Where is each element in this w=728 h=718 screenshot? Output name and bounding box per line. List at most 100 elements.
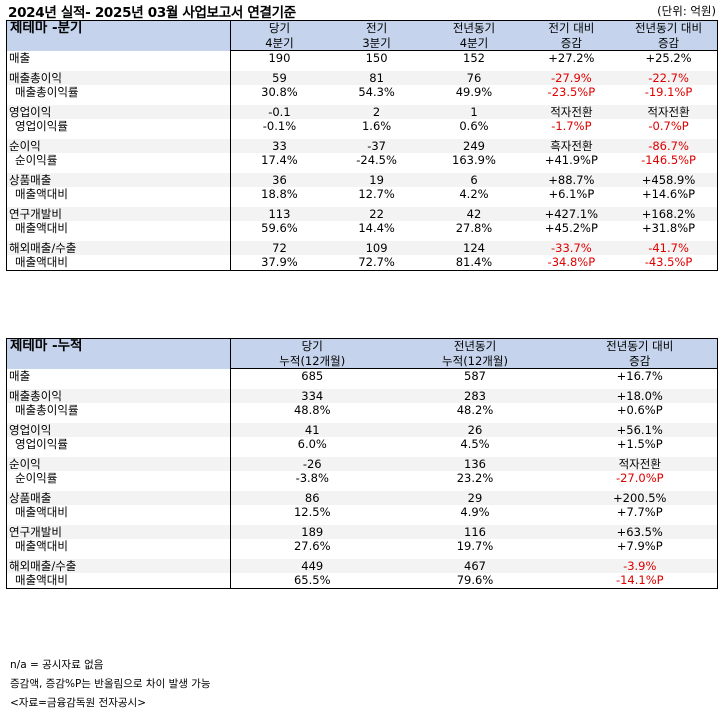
metric-group: 해외매출/수출 72 109 124 -33.7% -41.7% 매출액대비 37.9% 72.… — [6, 235, 719, 271]
row-spacer — [6, 485, 231, 491]
value-cell: +41.9%P — [544, 153, 598, 167]
header-spacer — [556, 338, 563, 354]
cumulative-table: 제테마 -누적 당기 전년동기 전년동기 대비 누적(12개월) 누적(12개월… — [6, 338, 718, 589]
value-cell: -14.1%P — [562, 573, 718, 589]
value-cell: 124 — [425, 240, 523, 255]
quarterly-table: 제테마 -분기 당기 전기 전년동기 전기 대비 전년동기 대비 4분기 3분기… — [6, 20, 719, 271]
row-spacer — [620, 99, 719, 105]
row-label: 연구개발비 — [6, 206, 231, 221]
header-cell: 누적(12개월) — [393, 353, 557, 369]
row-spacer — [425, 201, 523, 207]
row-spacer — [425, 235, 523, 241]
row-spacer — [230, 451, 394, 457]
value-cell: 4.5% — [460, 437, 490, 451]
row-label: 매출액대비 — [6, 221, 231, 236]
row-label: 영업이익률 — [6, 119, 231, 134]
metric-group: 해외매출/수출 449 467 -3.9% 매출액대비 65.5% 79.6% -14.1%P — [6, 553, 718, 589]
value-cell: 190 — [230, 50, 328, 66]
value-cell: 249 — [425, 138, 523, 153]
value-cell: 19 — [327, 172, 426, 187]
value-cell: 1.6% — [361, 119, 392, 133]
row-spacer — [230, 167, 328, 173]
value-cell: 12.7% — [358, 187, 395, 201]
value-cell: +63.5% — [562, 524, 718, 539]
ratio-row: 순이익률 -3.8% 23.2% -27.0%P — [6, 471, 718, 486]
row-spacer — [327, 201, 426, 207]
row-label: 매출 — [6, 50, 231, 66]
value-cell: +27.2% — [522, 50, 621, 66]
footnote: <자료=금융감독원 전자공시> — [10, 697, 146, 709]
row-spacer — [230, 201, 328, 207]
value-cell: 685 — [230, 368, 394, 384]
row-label: 매출액대비 — [6, 539, 231, 554]
value-cell: -34.8%P — [522, 255, 621, 271]
value-cell: 150 — [327, 50, 426, 66]
row-spacer — [522, 167, 621, 173]
row-spacer — [556, 485, 563, 491]
row-spacer — [6, 519, 231, 525]
ratio-row: 매출액대비 65.5% 79.6% -14.1%P — [6, 573, 718, 589]
value-cell: -24.5% — [356, 153, 397, 167]
value-cell: -146.5%P — [620, 153, 719, 168]
row-spacer — [393, 417, 557, 423]
metric-group: 영업이익 -0.1 2 1 적자전환 적자전환 영업이익률 -0.1% 1.6% 0.6% -1.7… — [6, 99, 719, 134]
metric-row: 순이익 -26 136 적자전환 — [6, 456, 718, 471]
ratio-row: 매출액대비 59.6% 14.4% 27.8% +45.2%P +31.8%P — [6, 221, 719, 236]
metric-row: 연구개발비 113 22 42 +427.1% +168.2% — [6, 206, 719, 221]
value-cell: -22.7% — [620, 70, 719, 85]
empty-cell — [556, 558, 563, 573]
empty-cell — [556, 490, 563, 505]
row-spacer — [230, 65, 328, 71]
row-spacer — [230, 417, 394, 423]
unit-label: (단위: 억원) — [657, 4, 716, 18]
footnote: 증감액, 증감%P는 반올림으로 차이 발생 가능 — [10, 678, 211, 690]
value-cell: +0.6%P — [562, 403, 718, 418]
metric-group: 매출총이익 334 283 +18.0% 매출총이익률 48.8% 48.2% +0.6%P — [6, 383, 718, 418]
value-cell: 65.5% — [230, 573, 394, 589]
value-cell: 72 — [230, 240, 328, 255]
ratio-row: 순이익률 17.4% -24.5% 163.9% +41.9%P -146.5%P — [6, 153, 719, 168]
row-spacer — [522, 99, 621, 105]
row-spacer — [620, 133, 719, 139]
value-cell: -3.8% — [295, 471, 329, 485]
row-spacer — [522, 133, 621, 139]
row-spacer — [6, 383, 231, 389]
metric-row: 매출 685 587 +16.7% — [6, 368, 718, 384]
header-cell: 누적(12개월) — [230, 353, 394, 369]
row-spacer — [393, 519, 557, 525]
row-spacer — [562, 553, 718, 559]
value-cell: 26 — [393, 422, 557, 437]
value-cell: 72.7% — [327, 255, 426, 271]
quarterly-section-title: 제테마 -분기 — [6, 20, 231, 51]
ratio-row: 매출총이익률 48.8% 48.2% +0.6%P — [6, 403, 718, 418]
footnotes: n/a = 공시자료 없음 증감액, 증감%P는 반올림으로 차이 발생 가능 … — [10, 656, 211, 713]
row-label: 순이익 — [6, 138, 231, 153]
header-cell: 4분기 — [230, 35, 328, 51]
value-cell: 41 — [230, 422, 394, 437]
value-cell: 152 — [425, 50, 523, 66]
cumulative-header: 제테마 -누적 당기 전년동기 전년동기 대비 누적(12개월) 누적(12개월… — [6, 338, 718, 369]
value-cell: -0.7%P — [620, 119, 719, 134]
value-cell: 1 — [425, 104, 523, 119]
value-cell: +427.1% — [522, 206, 621, 221]
value-cell: 6 — [425, 172, 523, 187]
header-cell: 증감 — [620, 35, 719, 51]
value-cell: -26 — [230, 456, 394, 471]
row-spacer — [620, 65, 719, 71]
value-cell: -37 — [327, 138, 426, 153]
ratio-row: 매출액대비 12.5% 4.9% +7.7%P — [6, 505, 718, 520]
row-spacer — [620, 167, 719, 173]
empty-cell — [556, 422, 563, 437]
metric-group: 연구개발비 113 22 42 +427.1% +168.2% 매출액대비 59.6% 14.4… — [6, 201, 719, 236]
value-cell: 59.6% — [261, 221, 298, 235]
row-spacer — [620, 235, 719, 241]
ratio-row: 매출액대비 37.9% 72.7% 81.4% -34.8%P -43.5%P — [6, 255, 719, 271]
empty-cell — [556, 524, 563, 539]
metric-group: 매출 685 587 +16.7% — [6, 368, 718, 384]
metric-group: 매출 190 150 152 +27.2% +25.2% — [6, 50, 719, 66]
row-label: 해외매출/수출 — [6, 558, 231, 573]
header-cell: 전년동기 대비 — [620, 20, 719, 36]
row-spacer — [393, 485, 557, 491]
row-label: 매출액대비 — [6, 187, 231, 202]
